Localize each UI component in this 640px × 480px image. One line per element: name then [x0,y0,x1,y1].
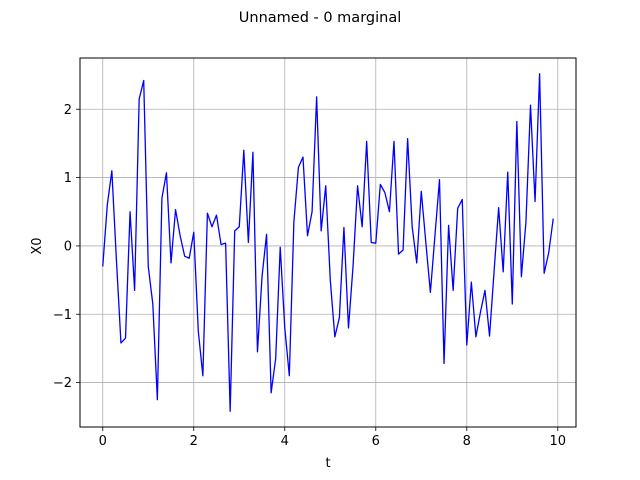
chart-title: Unnamed - 0 marginal [239,10,401,26]
y-tick-label: −2 [53,376,72,391]
y-tick-label: −1 [53,308,72,323]
y-tick-label: 2 [64,103,72,118]
y-tick-label: 0 [64,239,72,254]
x-tick-label: 6 [372,434,380,449]
x-axis-ticks: 0 2 4 6 8 10 [99,427,566,449]
x-axis-label: t [325,456,330,471]
series-line [102,73,554,412]
x-tick-label: 4 [281,434,289,449]
x-tick-label: 8 [463,434,471,449]
x-tick-label: 10 [550,434,567,449]
x-tick-label: 2 [190,434,198,449]
plot-frame [79,57,577,428]
y-tick-label: 1 [64,171,72,186]
y-axis-label: X0 [30,237,45,254]
y-axis-ticks: −2 −1 0 1 2 [53,103,80,391]
x-tick-label: 0 [99,434,107,449]
